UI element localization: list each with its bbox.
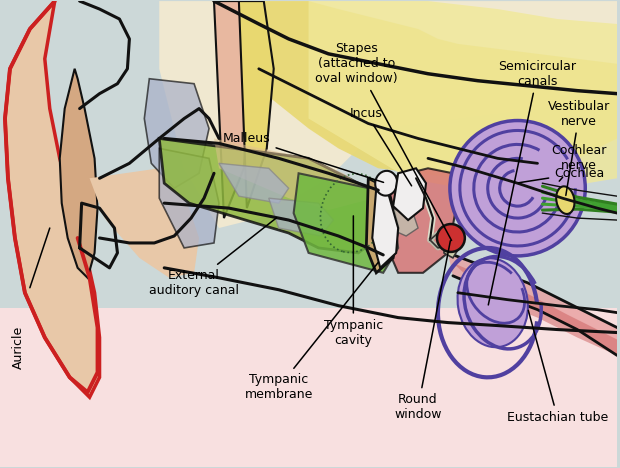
Text: Eustachian tube: Eustachian tube — [507, 310, 608, 424]
Text: Round
window: Round window — [394, 241, 450, 421]
Polygon shape — [444, 236, 458, 258]
Ellipse shape — [375, 171, 397, 196]
Text: Malleus: Malleus — [223, 132, 384, 183]
Polygon shape — [159, 1, 617, 228]
Polygon shape — [453, 263, 617, 355]
Polygon shape — [393, 168, 426, 220]
Polygon shape — [239, 1, 273, 208]
Polygon shape — [5, 1, 100, 397]
Polygon shape — [372, 186, 398, 268]
Polygon shape — [309, 1, 617, 193]
Polygon shape — [229, 1, 617, 178]
Text: Auricle: Auricle — [11, 326, 24, 369]
Polygon shape — [144, 79, 209, 188]
Text: Semicircular
canals: Semicircular canals — [489, 60, 577, 305]
Polygon shape — [214, 139, 368, 210]
Text: Vestibular
nerve: Vestibular nerve — [548, 100, 611, 196]
Text: Incus: Incus — [350, 107, 412, 186]
Circle shape — [450, 121, 585, 256]
Circle shape — [437, 224, 465, 252]
Ellipse shape — [458, 258, 528, 347]
Text: Stapes
(attached to
oval window): Stapes (attached to oval window) — [315, 42, 451, 241]
Polygon shape — [448, 253, 617, 355]
Polygon shape — [268, 198, 334, 236]
Text: External
auditory canal: External auditory canal — [149, 218, 277, 297]
Polygon shape — [294, 173, 398, 273]
Polygon shape — [214, 1, 249, 218]
Text: Tympanic
cavity: Tympanic cavity — [324, 216, 383, 346]
Polygon shape — [383, 168, 458, 273]
Polygon shape — [0, 307, 617, 467]
Text: Cochlea: Cochlea — [518, 167, 604, 183]
Ellipse shape — [556, 186, 575, 214]
Polygon shape — [219, 163, 289, 203]
Text: Cochlear
nerve: Cochlear nerve — [552, 144, 607, 181]
Polygon shape — [388, 208, 418, 236]
Polygon shape — [159, 139, 378, 253]
Polygon shape — [60, 69, 97, 278]
Polygon shape — [366, 178, 398, 273]
Text: Tympanic
membrane: Tympanic membrane — [244, 262, 378, 401]
Polygon shape — [159, 148, 219, 248]
Polygon shape — [89, 168, 199, 278]
